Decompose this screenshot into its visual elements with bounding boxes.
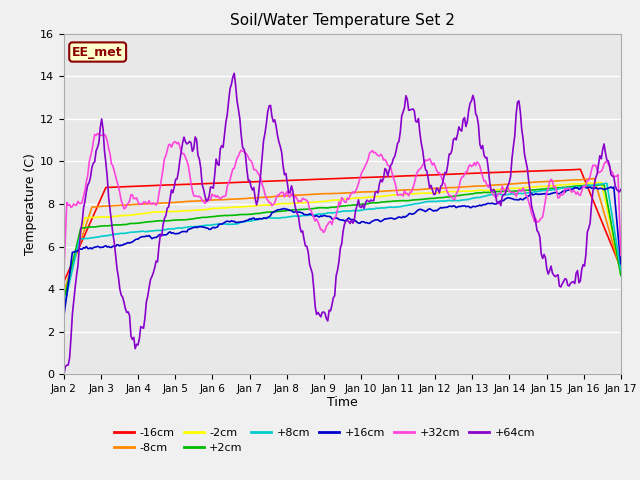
Title: Soil/Water Temperature Set 2: Soil/Water Temperature Set 2 [230,13,455,28]
X-axis label: Time: Time [327,396,358,408]
Legend: -16cm, -8cm, -2cm, +2cm, +8cm, +16cm, +32cm, +64cm: -16cm, -8cm, -2cm, +2cm, +8cm, +16cm, +3… [114,428,535,453]
Text: EE_met: EE_met [72,46,123,59]
Y-axis label: Temperature (C): Temperature (C) [24,153,37,255]
